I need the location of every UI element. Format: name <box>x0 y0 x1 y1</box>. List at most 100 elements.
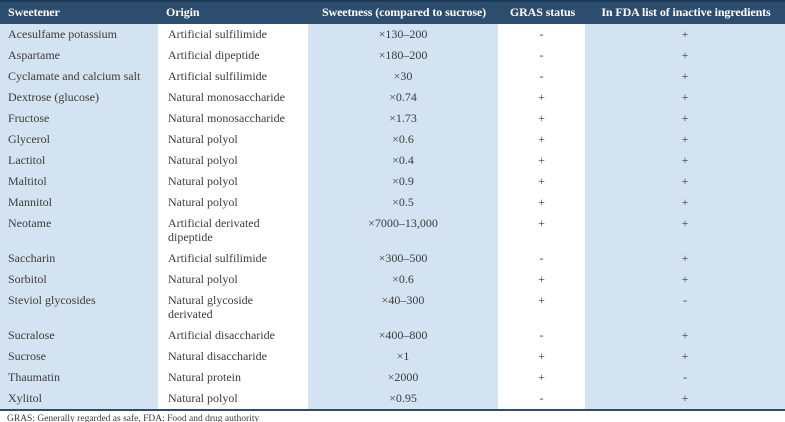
sweetness-cell: ×0.5 <box>308 192 498 213</box>
origin-cell: Natural polyol <box>158 171 308 192</box>
sweetness-cell: ×0.6 <box>308 269 498 290</box>
table-row: Neotame Artificial derivated dipeptide ×70… <box>0 213 785 248</box>
table-row: Aspartame Artificial dipeptide ×180–200- + <box>0 45 785 66</box>
sweetness-cell: ×0.6 <box>308 129 498 150</box>
fda-list-cell: + <box>585 87 785 108</box>
fda-list-cell: + <box>585 171 785 192</box>
sweetness-cell: ×0.95 <box>308 388 498 410</box>
table-row: Xylitol Natural polyol ×0.95- + <box>0 388 785 410</box>
sweetener-cell: Dextrose (glucose) <box>0 87 158 108</box>
sweetener-cell: Sucralose <box>0 325 158 346</box>
origin-cell: Artificial sulfilimide <box>158 24 308 45</box>
gras-status-cell: + <box>498 150 585 171</box>
fda-list-cell: - <box>585 290 785 325</box>
fda-list-cell: + <box>585 269 785 290</box>
table-row: Fructose Natural monosaccharide ×1.73 + + <box>0 108 785 129</box>
origin-cell: Natural disaccharide <box>158 346 308 367</box>
origin-cell: Natural monosaccharide <box>158 108 308 129</box>
sweetener-cell: Thaumatin <box>0 367 158 388</box>
gras-status-cell: - <box>498 388 585 410</box>
sweetness-cell: ×1.73 <box>308 108 498 129</box>
sweetener-cell: Fructose <box>0 108 158 129</box>
sweetener-table: Sweetener Origin Sweetness (compared to … <box>0 0 785 411</box>
origin-cell: Natural monosaccharide <box>158 87 308 108</box>
origin-cell: Natural polyol <box>158 192 308 213</box>
sweetness-cell: ×30 <box>308 66 498 87</box>
gras-status-cell: + <box>498 171 585 192</box>
gras-status-cell: + <box>498 129 585 150</box>
sweetener-cell: Acesulfame potassium <box>0 24 158 45</box>
fda-list-cell: + <box>585 325 785 346</box>
table-footnote: GRAS: Generally regarded as safe, FDA: F… <box>7 414 260 422</box>
fda-list-cell: + <box>585 150 785 171</box>
origin-cell: Natural polyol <box>158 388 308 410</box>
gras-status-cell: + <box>498 87 585 108</box>
gras-status-cell: - <box>498 325 585 346</box>
sweetness-cell: ×1 <box>308 346 498 367</box>
origin-cell: Natural polyol <box>158 269 308 290</box>
sweetener-cell: Cyclamate and calcium salt <box>0 66 158 87</box>
origin-cell: Artificial sulfilimide <box>158 66 308 87</box>
gras-status-cell: - <box>498 24 585 45</box>
header-sweetness: Sweetness (compared to sucrose) <box>308 1 498 24</box>
sweetness-cell: ×300–500 <box>308 248 498 269</box>
fda-list-cell: + <box>585 346 785 367</box>
table-body: Acesulfame potassium Artificial sulfilimi… <box>0 24 785 410</box>
table-row: Mannitol Natural polyol ×0.5 + + <box>0 192 785 213</box>
fda-list-cell: + <box>585 24 785 45</box>
gras-status-cell: - <box>498 45 585 66</box>
fda-list-cell: + <box>585 129 785 150</box>
table-row: Acesulfame potassium Artificial sulfilimi… <box>0 24 785 45</box>
sweetness-cell: ×400–800 <box>308 325 498 346</box>
sweetness-cell: ×130–200 <box>308 24 498 45</box>
origin-cell: Artificial sulfilimide <box>158 248 308 269</box>
sweetness-cell: ×0.74 <box>308 87 498 108</box>
table-row: Glycerol Natural polyol ×0.6 + + <box>0 129 785 150</box>
fda-list-cell: + <box>585 45 785 66</box>
sweetener-cell: Lactitol <box>0 150 158 171</box>
sweetness-cell: ×0.9 <box>308 171 498 192</box>
header-fda-list: In FDA list of inactive ingredients <box>585 1 785 24</box>
sweetener-cell: Xylitol <box>0 388 158 410</box>
table-row: Sorbitol Natural polyol ×0.6 + + <box>0 269 785 290</box>
table-row: Thaumatin Natural protein ×2000 + - <box>0 367 785 388</box>
origin-cell: Natural glycoside derivated <box>158 290 308 325</box>
sweetener-cell: Neotame <box>0 213 158 248</box>
fda-list-cell: + <box>585 388 785 410</box>
origin-cell: Natural polyol <box>158 150 308 171</box>
table-row: Cyclamate and calcium salt Artificial sul… <box>0 66 785 87</box>
gras-status-cell: + <box>498 213 585 248</box>
sweetness-cell: ×0.4 <box>308 150 498 171</box>
gras-status-cell: + <box>498 192 585 213</box>
gras-status-cell: + <box>498 269 585 290</box>
origin-cell: Natural protein <box>158 367 308 388</box>
table-row: Lactitol Natural polyol ×0.4 + + <box>0 150 785 171</box>
table-row: Dextrose (glucose) Natural monosaccharide… <box>0 87 785 108</box>
sweetness-cell: ×40–300 <box>308 290 498 325</box>
table-header: Sweetener Origin Sweetness (compared to … <box>0 1 785 24</box>
fda-list-cell: + <box>585 248 785 269</box>
fda-list-cell: - <box>585 367 785 388</box>
origin-cell: Artificial derivated dipeptide <box>158 213 308 248</box>
sweetness-cell: ×2000 <box>308 367 498 388</box>
table-header-row: Sweetener Origin Sweetness (compared to … <box>0 1 785 24</box>
gras-status-cell: + <box>498 367 585 388</box>
fda-list-cell: + <box>585 192 785 213</box>
gras-status-cell: + <box>498 346 585 367</box>
table-row: Saccharin Artificial sulfilimide ×300–500-… <box>0 248 785 269</box>
sweetener-cell: Steviol glycosides <box>0 290 158 325</box>
gras-status-cell: - <box>498 66 585 87</box>
origin-cell: Natural polyol <box>158 129 308 150</box>
gras-status-cell: + <box>498 290 585 325</box>
table-row: Sucralose Artificial disaccharide ×400–800… <box>0 325 785 346</box>
gras-status-cell: + <box>498 108 585 129</box>
fda-list-cell: + <box>585 108 785 129</box>
origin-cell: Artificial dipeptide <box>158 45 308 66</box>
sweetener-cell: Sorbitol <box>0 269 158 290</box>
fda-list-cell: + <box>585 66 785 87</box>
sweetness-cell: ×180–200 <box>308 45 498 66</box>
sweetener-cell: Saccharin <box>0 248 158 269</box>
sweetness-cell: ×7000–13,000 <box>308 213 498 248</box>
sweetener-cell: Aspartame <box>0 45 158 66</box>
